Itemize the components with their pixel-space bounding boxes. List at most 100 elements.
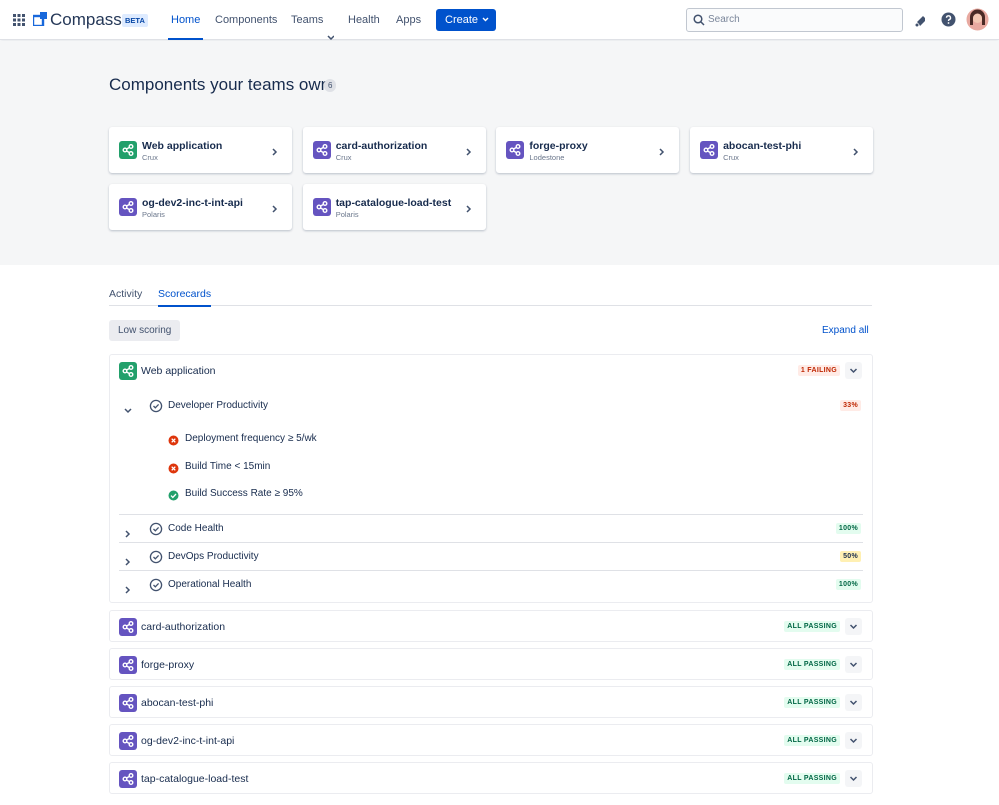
criterion-row: Build Success Rate ≥ 95% [119, 480, 863, 508]
expand-button[interactable] [845, 655, 862, 673]
component-team: Crux [335, 153, 352, 162]
component-icon [312, 141, 331, 159]
section-title: Components your teams own [109, 75, 331, 94]
brand[interactable]: Compass [50, 10, 122, 29]
filter-button[interactable]: Low scoring [109, 320, 181, 341]
score-badge: 100% [835, 522, 861, 534]
scorecard: Web application 1 FAILING Developer Produc… [109, 354, 873, 603]
component-team: Crux [723, 153, 739, 162]
criterion-text: Build Success Rate ≥ 95% [185, 488, 303, 499]
status-badge: ALL PASSING [784, 658, 840, 670]
check-icon [149, 522, 163, 536]
expand-button[interactable] [845, 362, 862, 379]
component-name: forge-proxy [529, 140, 588, 152]
component-name: og-dev2-inc-t-int-api [142, 197, 243, 209]
component-card[interactable]: card-authorization Crux [302, 127, 486, 173]
nav-link[interactable]: Teams [288, 0, 337, 41]
scorecard-component: Web application [141, 365, 216, 377]
component-card[interactable]: forge-proxy Lodestone [496, 127, 680, 173]
notifications[interactable] [914, 13, 928, 27]
component-name: card-authorization [335, 140, 428, 152]
fail-icon [168, 461, 179, 473]
component-icon [119, 655, 137, 674]
nav-link[interactable]: Home [168, 0, 204, 40]
check-icon [149, 578, 163, 592]
status-badge: ALL PASSING [784, 620, 840, 632]
expand-all[interactable]: Expand all [822, 325, 869, 336]
tab[interactable]: Activity [109, 288, 143, 300]
component-team: Polaris [335, 210, 359, 219]
check-row[interactable]: DevOps Productivity 50% [119, 541, 863, 570]
toggle [124, 402, 132, 414]
score-badge: 100% [835, 578, 861, 590]
help[interactable] [941, 12, 956, 27]
expand-button[interactable] [845, 617, 862, 635]
check-name: Developer Productivity [168, 400, 269, 411]
score-badge: 33% [840, 400, 861, 411]
scorecard: abocan-test-phi ALL PASSING [109, 685, 873, 718]
component-icon [119, 693, 137, 712]
component-icon [119, 731, 137, 750]
check-row[interactable]: Developer Productivity 33% [119, 387, 863, 425]
check-row[interactable]: Operational Health 100% [119, 569, 863, 598]
nav-link[interactable]: Health [348, 14, 380, 26]
hero: Components your teams own 6 Web applicat… [0, 41, 999, 265]
nav-link[interactable]: Apps [396, 14, 422, 26]
chevron [465, 200, 472, 213]
component-name: abocan-test-phi [723, 140, 802, 152]
score-badge: 50% [840, 550, 861, 562]
chevron [271, 200, 278, 213]
check-name: DevOps Productivity [168, 550, 259, 562]
chevron [852, 143, 859, 156]
search-placeholder: Search [708, 14, 740, 25]
expand-button[interactable] [845, 769, 862, 787]
scorecard-component: tap-catalogue-load-test [141, 772, 249, 785]
scorecard: forge-proxy ALL PASSING [109, 647, 873, 680]
fail-icon [168, 433, 179, 446]
avatar[interactable] [966, 8, 989, 31]
count-badge: 6 [324, 79, 337, 92]
beta-badge: BETA [122, 14, 148, 27]
scorecard-component: card-authorization [141, 620, 226, 633]
chevron [658, 143, 665, 156]
search-box[interactable]: Search [686, 8, 903, 32]
scorecard-component: og-dev2-inc-t-int-api [141, 734, 235, 747]
component-team: Polaris [142, 210, 165, 219]
toggle [124, 525, 132, 538]
component-icon [119, 617, 137, 636]
component-card[interactable]: Web application Crux [109, 127, 292, 173]
criterion-row: Build Time < 15min [119, 453, 863, 481]
component-icon [506, 141, 525, 159]
component-card[interactable]: tap-catalogue-load-test Polaris [302, 184, 486, 230]
toggle [124, 581, 132, 594]
create-label: Create [445, 14, 479, 26]
check-row[interactable]: Code Health 100% [119, 513, 863, 542]
app-switcher[interactable] [13, 14, 25, 26]
top-nav: Compass BETA Create Search Home Component… [0, 0, 999, 41]
tab[interactable]: Scorecards [158, 288, 212, 307]
nav-link[interactable]: Components [215, 14, 278, 26]
create-button[interactable]: Create [436, 9, 496, 31]
logo [33, 12, 47, 26]
component-team: Crux [142, 153, 158, 162]
status-badge: ALL PASSING [784, 696, 840, 708]
criterion-text: Build Time < 15min [185, 460, 271, 472]
chevron [271, 143, 278, 156]
component-card[interactable]: abocan-test-phi Crux [690, 127, 874, 173]
component-card[interactable]: og-dev2-inc-t-int-api Polaris [109, 184, 292, 230]
criterion-row: Deployment frequency ≥ 5/wk [119, 425, 863, 453]
status-badge: ALL PASSING [784, 734, 840, 746]
component-icon [119, 362, 137, 380]
component-icon [119, 141, 137, 159]
tab-divider [109, 305, 872, 306]
status-badge: ALL PASSING [784, 772, 840, 784]
scorecard: card-authorization ALL PASSING [109, 609, 873, 642]
expand-button[interactable] [845, 693, 862, 711]
scorecard-component: abocan-test-phi [141, 696, 214, 709]
check-icon [149, 399, 163, 413]
pass-icon [168, 488, 179, 501]
expand-button[interactable] [845, 731, 862, 749]
check-name: Operational Health [168, 578, 252, 590]
check-icon [149, 550, 163, 564]
